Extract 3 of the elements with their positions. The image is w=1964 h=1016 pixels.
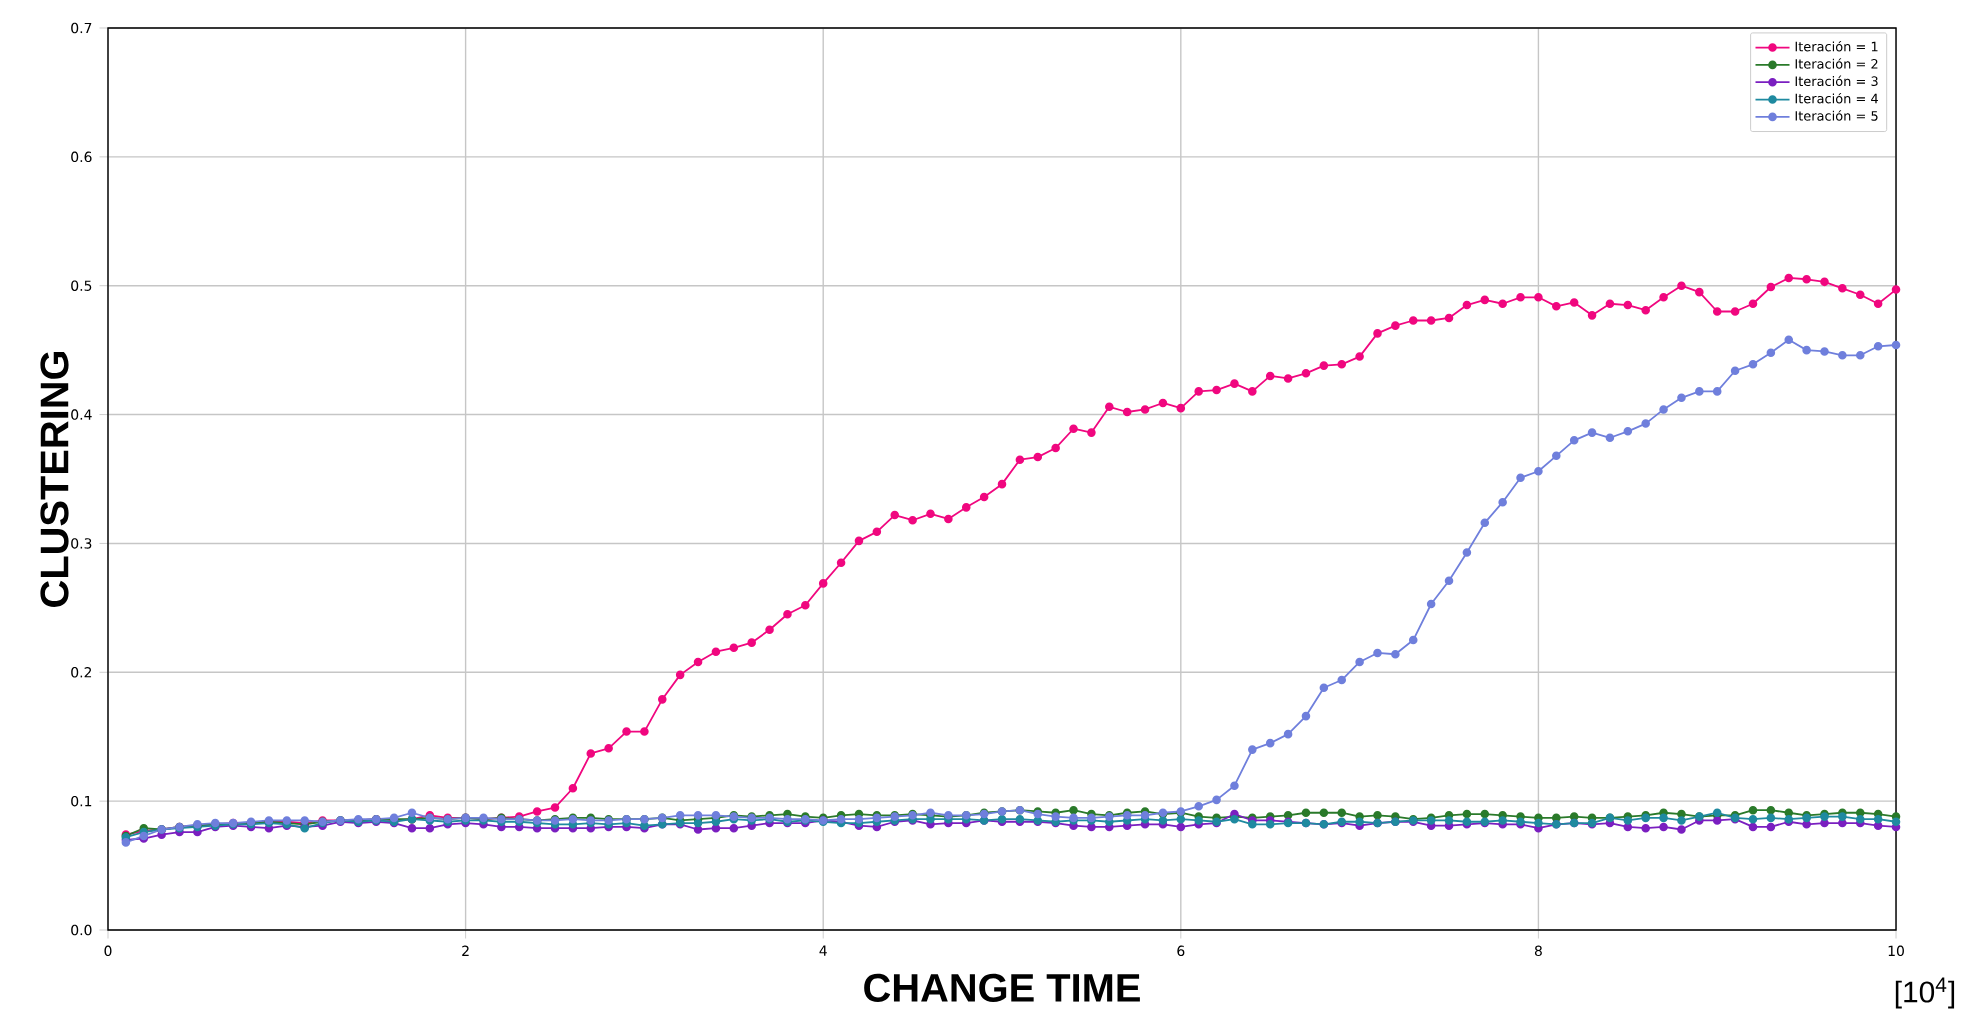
- text: [10$^{4}$]: [1895, 977, 1955, 1009]
- x-axis-title: CHANGE TIME: [864, 973, 1140, 1002]
- y-axis-title: CLUSTERING: [40, 351, 69, 607]
